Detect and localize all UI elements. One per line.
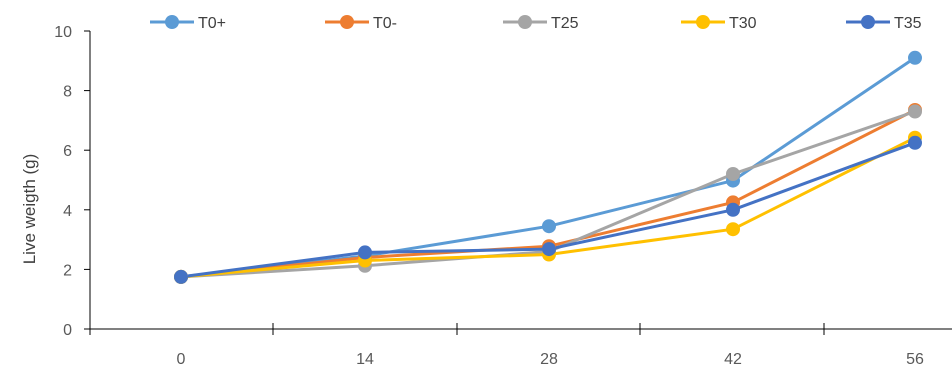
y-axis: 0 2 4 6 8 10 <box>54 24 91 339</box>
x-tick-label: 14 <box>356 351 374 367</box>
data-point-t25 <box>908 104 922 119</box>
x-axis: 0 14 28 42 56 <box>89 323 952 367</box>
legend-label-t25: T25 <box>551 15 579 32</box>
legend-marker-t0-minus <box>340 15 354 29</box>
legend-marker-t35 <box>861 15 875 29</box>
x-tick-label: 56 <box>906 351 924 367</box>
legend-marker-t30 <box>696 15 710 29</box>
y-tick-label: 2 <box>63 262 72 279</box>
y-tick-label: 8 <box>63 84 72 101</box>
x-tick-label: 42 <box>724 351 742 367</box>
data-point-t0-plus <box>542 219 556 234</box>
y-tick-label: 4 <box>63 203 72 220</box>
legend-marker-t0-plus <box>165 15 179 29</box>
x-tick-label: 28 <box>540 351 558 367</box>
plot-markers <box>174 50 922 284</box>
legend-label-t0-minus: T0- <box>373 15 397 32</box>
data-point-t30 <box>726 222 740 237</box>
data-point-t35 <box>358 245 372 260</box>
legend-label-t0-plus: T0+ <box>198 15 226 32</box>
y-tick-label: 10 <box>54 24 72 41</box>
legend-marker-t25 <box>518 15 532 29</box>
data-point-t35 <box>908 135 922 150</box>
data-point-t25 <box>726 167 740 181</box>
legend-label-t30: T30 <box>729 15 757 32</box>
data-point-t35 <box>174 269 188 284</box>
data-point-t35 <box>726 202 740 217</box>
legend: T0+ T0- T25 T30 T35 <box>150 15 922 32</box>
y-tick-label: 6 <box>63 143 72 160</box>
data-point-t0-plus <box>908 50 922 65</box>
data-point-t35 <box>542 242 556 257</box>
legend-label-t35: T35 <box>894 15 922 32</box>
y-axis-title: Live weigth (g) <box>20 154 39 265</box>
x-tick-label: 0 <box>177 351 186 367</box>
y-tick-label: 0 <box>63 322 72 339</box>
